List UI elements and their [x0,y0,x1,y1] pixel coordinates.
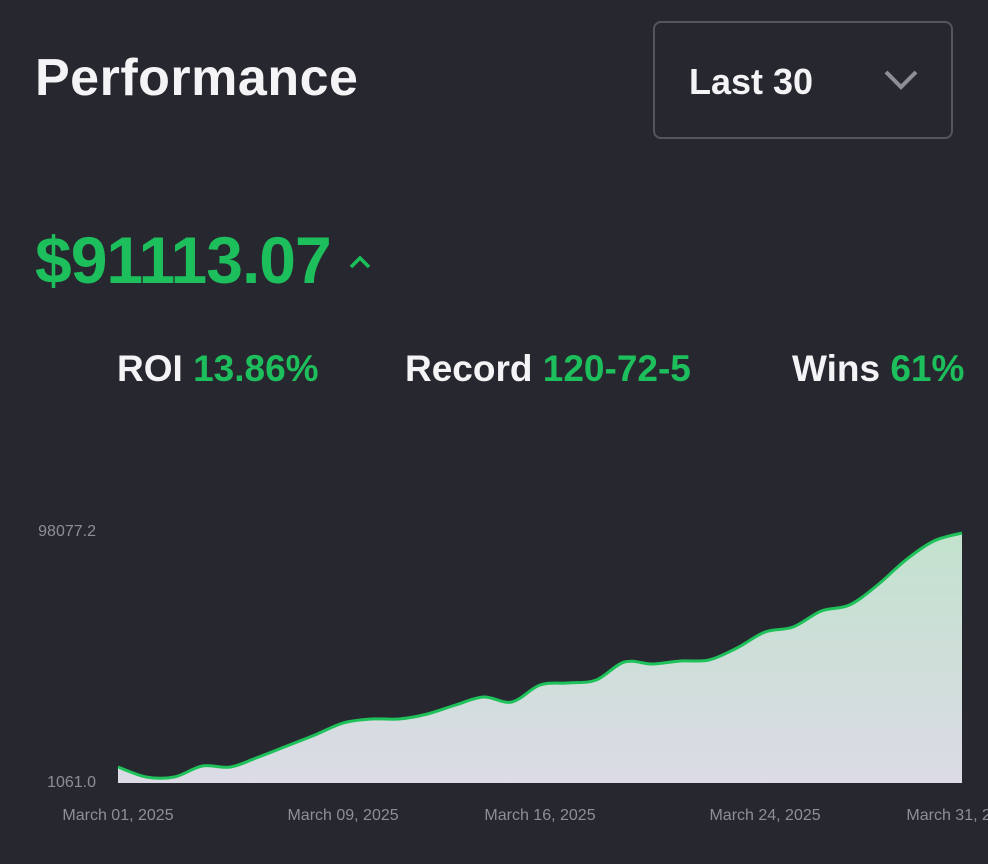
x-tick-label: March 01, 2025 [62,807,173,824]
stat-value: 13.86% [193,348,319,389]
stat: Wins 61% [792,348,964,390]
x-tick-label: March 31, 2025 [906,807,988,824]
stat: Record 120-72-5 [405,348,691,390]
stat-label: Record [405,348,533,389]
balance: $91113.07 [35,223,332,297]
line [117,531,963,780]
stat: ROI 13.86% [117,348,319,390]
area-fill [118,533,962,783]
x-tick-label: March 09, 2025 [287,807,398,824]
chevron-down [884,70,918,90]
stat-label: Wins [792,348,881,389]
caret-up [349,255,371,269]
x-tick-label: March 24, 2025 [709,807,820,824]
stat-value: 61% [890,348,965,389]
y-tick-label: 98077.2 [38,523,96,540]
page-title: Performance [35,49,359,107]
stat-label: ROI [117,348,183,389]
x-tick-label: March 16, 2025 [484,807,595,824]
y-tick-label: 1061.0 [47,774,96,791]
stat-value: 120-72-5 [542,348,691,389]
dropdown-label: Last 30 [689,61,814,102]
period-dropdown[interactable]: Last 30 [653,21,953,139]
